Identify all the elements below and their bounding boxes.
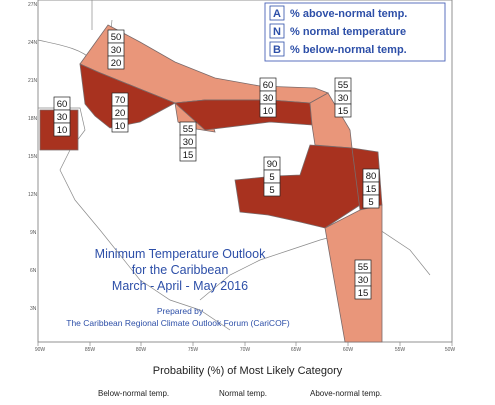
prob-box-below [263, 182, 281, 197]
lat-label: 21N [28, 78, 38, 84]
region-guianas [324, 204, 383, 343]
prob-label-above: 55 [338, 80, 349, 91]
prob-label-below: 5 [368, 197, 373, 208]
prob-box-below [354, 285, 372, 300]
prob-label-normal: 30 [338, 93, 349, 104]
prob-label-above: 55 [183, 124, 194, 135]
lon-label: 50W [445, 347, 456, 353]
prob-label-below: 5 [269, 185, 274, 196]
lat-label: 12N [28, 192, 38, 198]
prob-label-normal: 5 [269, 172, 274, 183]
prob-box-below [362, 194, 380, 209]
lat-label: 9N [30, 230, 37, 236]
lon-label: 65W [291, 347, 302, 353]
prob-label-normal: 30 [358, 275, 369, 286]
prob-label-below: 15 [183, 150, 194, 161]
lon-label: 85W [85, 347, 96, 353]
lon-label: 90W [35, 347, 46, 353]
prob-box-below [53, 122, 71, 137]
prob-label-below: 15 [358, 288, 369, 299]
lon-label: 80W [136, 347, 147, 353]
prob-label-normal: 30 [183, 137, 194, 148]
prob-label-normal: 30 [263, 93, 274, 104]
lat-label: 27N [28, 2, 38, 8]
credit-line-1: Prepared by [157, 306, 204, 316]
lat-label: 18N [28, 116, 38, 122]
prob-label-normal: 15 [366, 184, 377, 195]
prob-label-above: 90 [267, 159, 278, 170]
prob-label-normal: 30 [111, 45, 122, 56]
prob-label-normal: 30 [57, 112, 68, 123]
prob-label-below: 15 [338, 106, 349, 117]
legend-text-below: % below-normal temp. [290, 44, 407, 56]
lon-ticks [37, 342, 453, 346]
lon-label: 55W [395, 347, 406, 353]
figure-caption: Probability (%) of Most Likely Category [152, 365, 343, 377]
prob-label-above: 60 [57, 99, 68, 110]
prob-box-below [334, 103, 352, 118]
lat-label: 24N [28, 40, 38, 46]
prob-label-below: 20 [111, 58, 122, 69]
legend-key-above: A [273, 8, 281, 20]
anb-legend: A N B % above-normal temp. % normal temp… [264, 2, 446, 62]
prob-box-below [107, 55, 125, 70]
prob-label-above: 55 [358, 262, 369, 273]
title-line-3: March - April - May 2016 [112, 279, 248, 293]
prob-box-below [111, 118, 129, 133]
prob-label-below: 10 [263, 106, 274, 117]
title-line-2: for the Caribbean [132, 263, 229, 277]
prob-box-below [179, 147, 197, 162]
category-below-label: Below-normal temp. [98, 389, 170, 398]
lon-labels: 90W 85W 80W 75W 70W 65W 60W 55W 50W [35, 347, 456, 353]
category-legend: Below-normal temp. Normal temp. Above-no… [0, 389, 495, 401]
lat-label: 15N [28, 154, 38, 160]
legend-key-below: B [273, 44, 281, 56]
prob-label-below: 10 [115, 121, 126, 132]
title-line-1: Minimum Temperature Outlook [95, 247, 266, 261]
category-above-label: Above-normal temp. [310, 389, 383, 398]
credit-line-2: The Caribbean Regional Climate Outlook F… [66, 318, 290, 328]
prob-label-above: 60 [263, 80, 274, 91]
prob-label-above: 70 [115, 95, 126, 106]
prob-label-above: 80 [366, 171, 377, 182]
prob-label-above: 50 [111, 32, 122, 43]
legend-text-normal: % normal temperature [290, 26, 406, 38]
legend-text-above: % above-normal temp. [290, 8, 407, 20]
prob-label-below: 10 [57, 125, 68, 136]
lat-label: 3N [30, 306, 37, 312]
category-normal-label: Normal temp. [219, 389, 268, 398]
lat-label: 6N [30, 268, 37, 274]
lon-label: 75W [188, 347, 199, 353]
prob-box-below [259, 103, 277, 118]
lon-label: 70W [240, 347, 251, 353]
lon-label: 60W [343, 347, 354, 353]
lat-labels: 27N 24N 21N 18N 15N 12N 9N 6N 3N [28, 2, 38, 312]
legend-key-normal: N [273, 26, 281, 38]
map-title: Minimum Temperature Outlook for the Cari… [66, 247, 290, 328]
prob-label-normal: 20 [115, 108, 126, 119]
